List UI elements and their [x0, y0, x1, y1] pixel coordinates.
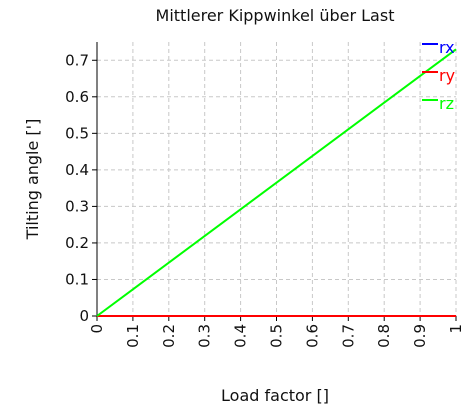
- y-tick-label: 0.2: [65, 234, 89, 252]
- x-tick-label: 0.6: [303, 324, 321, 348]
- chart-title: Mittlerer Kippwinkel über Last: [156, 6, 395, 25]
- y-tick-label: 0.6: [65, 88, 89, 106]
- y-axis-label: Tilting angle [']: [23, 119, 42, 241]
- legend-label-rz: rz: [439, 94, 454, 113]
- series-group: [96, 48, 457, 317]
- x-tick-label: 0.2: [160, 324, 178, 348]
- x-tick-label: 0.4: [232, 324, 250, 348]
- y-tick-label: 0.7: [65, 51, 89, 69]
- y-tick-label: 0.1: [65, 270, 89, 288]
- series-line-rz: [96, 48, 457, 317]
- x-tick-label: 0.1: [124, 324, 142, 348]
- x-tick-label: 0: [88, 324, 106, 334]
- legend: rx ry rz: [422, 38, 455, 113]
- x-tick-label: 0.8: [375, 324, 393, 348]
- x-tick-label: 0.7: [339, 324, 357, 348]
- x-tick-label: 0.5: [268, 324, 286, 348]
- x-tick-label: 1: [447, 324, 465, 334]
- y-tick-label: 0.5: [65, 124, 89, 142]
- x-axis-label: Load factor []: [221, 386, 329, 405]
- grid: [97, 42, 457, 316]
- x-tick-label: 0.3: [196, 324, 214, 348]
- legend-label-ry: ry: [439, 66, 455, 85]
- y-tick-label: 0.3: [65, 197, 89, 215]
- y-tick-label: 0: [79, 307, 89, 325]
- y-tick-label: 0.4: [65, 161, 89, 179]
- ticks: 0 0.1 0.2 0.3 0.4 0.5 0.6 0.7 0.8 0.9 1 0 0.1 0.2 0.3 0…: [65, 51, 465, 348]
- legend-label-rx: rx: [439, 38, 455, 57]
- x-tick-label: 0.9: [411, 324, 429, 348]
